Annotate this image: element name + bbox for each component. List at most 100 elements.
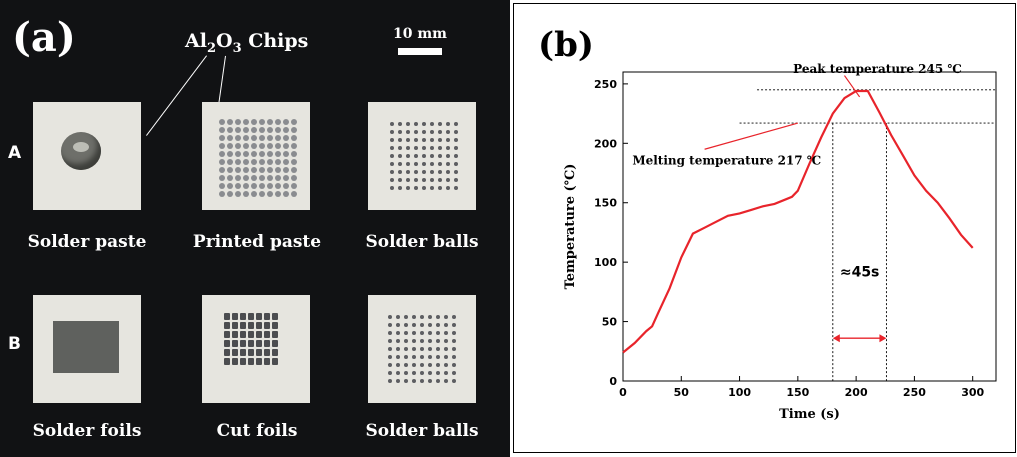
array-dot: [406, 186, 410, 190]
array-dot: [243, 127, 249, 133]
array-dot: [398, 138, 402, 142]
array-dot: [240, 331, 246, 338]
array-dot: [275, 143, 281, 149]
caption-solder-balls-b: Solder balls: [365, 421, 479, 441]
array-dot: [446, 130, 450, 134]
array-dot: [227, 175, 233, 181]
array-dot: [243, 119, 249, 125]
array-dot: [227, 127, 233, 133]
array-dot: [264, 322, 270, 329]
array-dot: [446, 186, 450, 190]
array-dot: [275, 127, 281, 133]
array-dot: [454, 154, 458, 158]
array-dot: [219, 167, 225, 173]
array-dot: [446, 170, 450, 174]
array-dot: [272, 340, 278, 347]
array-dot: [235, 175, 241, 181]
duration-arrow-head-left: [832, 334, 840, 343]
array-dot: [240, 313, 246, 320]
array-dot: [235, 135, 241, 141]
array-dot: [414, 138, 418, 142]
array-dot: [272, 349, 278, 356]
array-dot: [256, 349, 262, 356]
chip-leader-line-left: [146, 55, 207, 136]
array-dot: [438, 170, 442, 174]
array-dot: [235, 159, 241, 165]
array-dot: [248, 349, 254, 356]
array-dot: [240, 340, 246, 347]
array-dot: [256, 322, 262, 329]
array-dot: [406, 178, 410, 182]
array-dot: [219, 175, 225, 181]
array-dot: [390, 138, 394, 142]
array-dot: [420, 363, 424, 367]
array-dot: [438, 138, 442, 142]
array-dot: [259, 127, 265, 133]
array-dot: [388, 339, 392, 343]
array-dot: [224, 313, 230, 320]
array-dot: [454, 178, 458, 182]
array-dot: [291, 183, 297, 189]
array-dot: [275, 135, 281, 141]
x-tick-label: 300: [961, 386, 984, 399]
array-dot: [436, 355, 440, 359]
array-dot: [438, 130, 442, 134]
array-dot: [404, 339, 408, 343]
array-dot: [227, 151, 233, 157]
array-dot: [275, 191, 281, 197]
array-dot: [412, 347, 416, 351]
x-tick-label: 200: [845, 386, 868, 399]
duration-arrow-head-right: [879, 334, 887, 343]
array-dot: [291, 135, 297, 141]
array-dot: [232, 313, 238, 320]
array-dot: [396, 371, 400, 375]
array-dot: [452, 323, 456, 327]
chip-solder-balls-a: [368, 102, 476, 210]
array-dot: [267, 135, 273, 141]
array-dot: [422, 138, 426, 142]
array-dot: [430, 186, 434, 190]
array-dot: [404, 379, 408, 383]
array-dot: [452, 355, 456, 359]
array-dot: [291, 191, 297, 197]
caption-cut-foils: Cut foils: [216, 421, 298, 441]
array-dot: [422, 154, 426, 158]
array-dot: [267, 183, 273, 189]
array-dot: [219, 143, 225, 149]
caption-solder-balls-a: Solder balls: [365, 232, 479, 252]
array-dot: [454, 162, 458, 166]
array-dot: [227, 119, 233, 125]
array-dot: [275, 119, 281, 125]
array-dot: [272, 331, 278, 338]
array-dot: [224, 358, 230, 365]
array-dot: [224, 340, 230, 347]
array-dot: [267, 191, 273, 197]
array-dot: [444, 363, 448, 367]
array-dot: [422, 178, 426, 182]
array-dot: [444, 323, 448, 327]
array-dot: [227, 167, 233, 173]
array-dot: [388, 323, 392, 327]
array-dot: [232, 349, 238, 356]
array-dot: [396, 355, 400, 359]
y-tick-label: 50: [602, 316, 618, 329]
array-dot: [259, 167, 265, 173]
array-dot: [446, 122, 450, 126]
solder-foil-sheet: [53, 321, 119, 373]
panel-b-label: (b): [538, 25, 594, 65]
array-dot: [243, 191, 249, 197]
array-dot: [436, 371, 440, 375]
array-dot: [444, 331, 448, 335]
array-dot: [259, 151, 265, 157]
array-dot: [420, 339, 424, 343]
array-dot: [291, 175, 297, 181]
array-dot: [259, 159, 265, 165]
array-dot: [452, 371, 456, 375]
array-dot: [412, 379, 416, 383]
array-dot: [454, 130, 458, 134]
array-dot: [259, 175, 265, 181]
array-dot: [251, 127, 257, 133]
array-dot: [267, 159, 273, 165]
chip-solder-balls-b: [368, 295, 476, 403]
array-dot: [444, 371, 448, 375]
